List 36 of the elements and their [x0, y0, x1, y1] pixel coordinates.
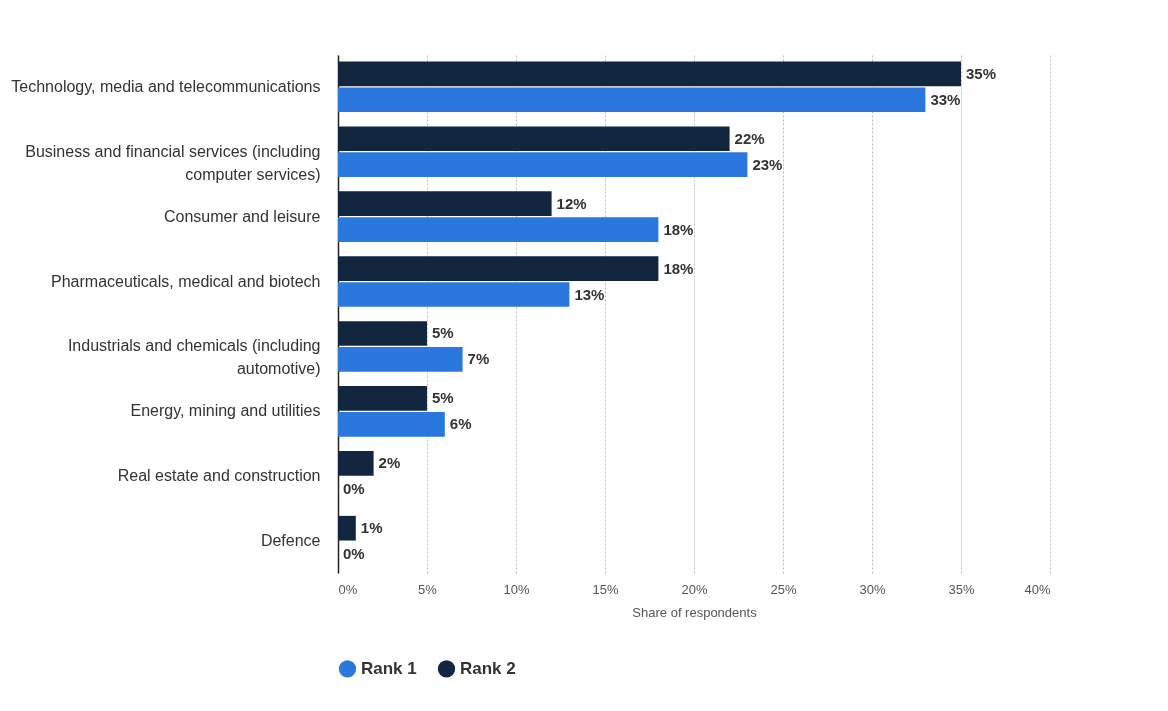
y-tick-label: Technology, media and telecommunications: [11, 77, 321, 95]
data-label: 5%: [432, 389, 454, 407]
data-label: 18%: [663, 220, 694, 238]
x-tick-label: 25%: [770, 581, 797, 597]
x-axis-title: Share of respondents: [632, 604, 758, 620]
y-tick-label: Industrials and chemicals (including automotive): [67, 337, 321, 378]
data-label: 22%: [734, 129, 765, 147]
y-tick-label: Business and financial services (including computer services): [25, 142, 321, 183]
x-tick-label: 10%: [503, 581, 530, 597]
x-tick-label: 35%: [948, 581, 975, 597]
data-label: 35%: [966, 64, 997, 82]
data-label: 18%: [663, 259, 694, 277]
data-label: 0%: [343, 545, 365, 563]
data-label: 0%: [343, 480, 365, 498]
x-tick-label: 0%: [338, 581, 358, 597]
y-tick-label: Pharmaceuticals, medical and biotech: [51, 272, 321, 290]
data-label: 23%: [752, 155, 783, 173]
y-tick-label: Energy, mining and utilities: [130, 402, 321, 420]
y-tick-label: Defence: [260, 532, 321, 550]
data-label: 6%: [449, 415, 472, 433]
x-tick-label: 15%: [592, 581, 619, 597]
x-tick-label: 5%: [418, 581, 438, 597]
y-tick-label: Real estate and construction: [117, 467, 321, 485]
x-tick-label: 30%: [859, 581, 886, 597]
data-label: 1%: [360, 519, 383, 537]
data-label: 12%: [556, 194, 587, 212]
legend-label: Rank 1: [361, 658, 417, 678]
data-label: 5%: [432, 324, 454, 342]
y-tick-label: Consumer and leisure: [163, 207, 321, 225]
legend-label: Rank 2: [460, 658, 516, 678]
data-label: 13%: [574, 285, 605, 303]
x-tick-label: 20%: [681, 581, 708, 597]
x-tick-label: 40%: [1024, 581, 1051, 597]
data-label: 33%: [930, 90, 961, 108]
data-label: 2%: [378, 454, 401, 472]
data-label: 7%: [467, 350, 490, 368]
